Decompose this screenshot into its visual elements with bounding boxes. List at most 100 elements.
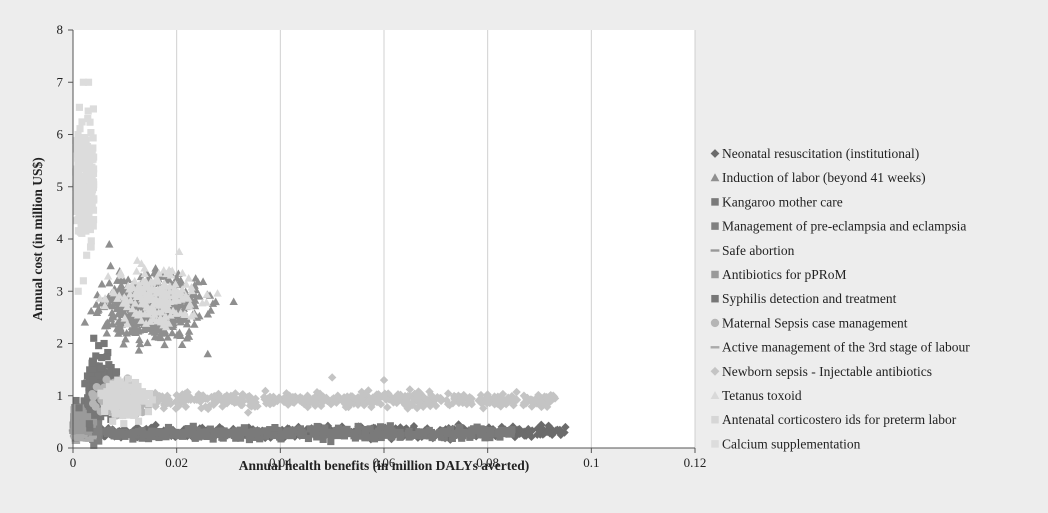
legend-label: Maternal Sepsis case management [722,315,908,330]
data-point [132,390,141,398]
data-point [134,417,143,425]
legend-entry: Safe abortion [710,243,795,258]
data-point [151,276,160,284]
data-point [78,438,87,441]
data-point [525,428,534,437]
data-point [88,163,96,171]
data-point [182,292,191,300]
data-point [79,78,87,86]
data-point [530,396,540,405]
data-point [172,396,181,406]
legend-marker [710,173,720,182]
data-point [76,125,84,133]
data-point [107,308,117,317]
data-point [164,305,173,313]
data-point [482,399,492,408]
data-point [75,161,83,169]
data-point [148,322,158,331]
data-point [135,282,144,290]
data-point [88,372,97,380]
data-point [375,392,385,402]
data-point [256,435,264,443]
data-point [482,432,490,440]
data-point [213,289,222,297]
data-point [131,328,140,336]
data-point [158,429,166,437]
data-point [202,290,212,298]
data-point [498,426,506,434]
data-point [113,294,122,302]
data-point [313,427,321,435]
data-point [73,170,81,179]
data-point [122,299,131,307]
data-point [88,185,97,194]
grid-lines [176,30,696,448]
data-point [420,429,428,437]
data-point [140,397,148,405]
data-point [141,278,151,287]
data-point [114,395,123,403]
data-point [203,309,213,318]
axes [68,29,696,453]
data-point [502,399,512,408]
data-point [137,316,146,324]
legend-label: Kangaroo mother care [722,194,843,209]
data-point [237,428,245,436]
data-point [287,428,295,436]
data-point [145,430,153,439]
data-point [81,139,89,147]
data-point [116,429,124,438]
data-point [379,375,389,385]
data-point [277,435,285,443]
data-point [141,319,151,327]
data-point [443,389,453,398]
data-point [366,425,374,433]
data-point [163,333,172,341]
data-point [519,398,529,408]
data-point [388,427,396,435]
data-point [90,334,98,342]
legend-marker [710,346,720,349]
data-point [464,430,472,438]
data-point [92,300,101,308]
data-point [154,269,164,277]
data-point [160,340,169,349]
data-point [135,335,144,344]
data-point [78,191,86,200]
data-point [561,422,570,432]
data-point [75,178,83,187]
data-point [174,247,184,256]
data-point [89,144,97,152]
data-point [77,228,85,236]
data-point [85,383,93,391]
data-point [160,397,170,407]
data-point [184,274,193,282]
data-point [197,403,206,413]
data-point [112,324,122,332]
y-tick-label: 4 [57,231,64,246]
data-point [172,273,181,282]
data-point [126,296,135,304]
data-point [132,319,141,328]
data-point [124,375,132,383]
data-point [145,399,153,408]
legend-marker [710,149,720,158]
legend-entry: Induction of labor (beyond 41 weeks) [710,170,926,185]
data-point [73,207,81,216]
data-point [226,391,236,401]
data-point [97,413,105,421]
data-point [509,394,519,403]
data-point [92,352,100,360]
data-point [151,388,160,398]
data-point [297,394,307,403]
data-point [527,402,537,411]
data-point [86,173,94,181]
data-point [171,309,181,317]
data-point [102,321,112,330]
legend-label: Calcium supplementation [722,436,861,451]
data-point [140,264,149,272]
data-point [129,435,137,443]
data-point [177,340,187,348]
legend-entry: Calcium supplementation [711,436,861,451]
data-point [263,430,271,439]
